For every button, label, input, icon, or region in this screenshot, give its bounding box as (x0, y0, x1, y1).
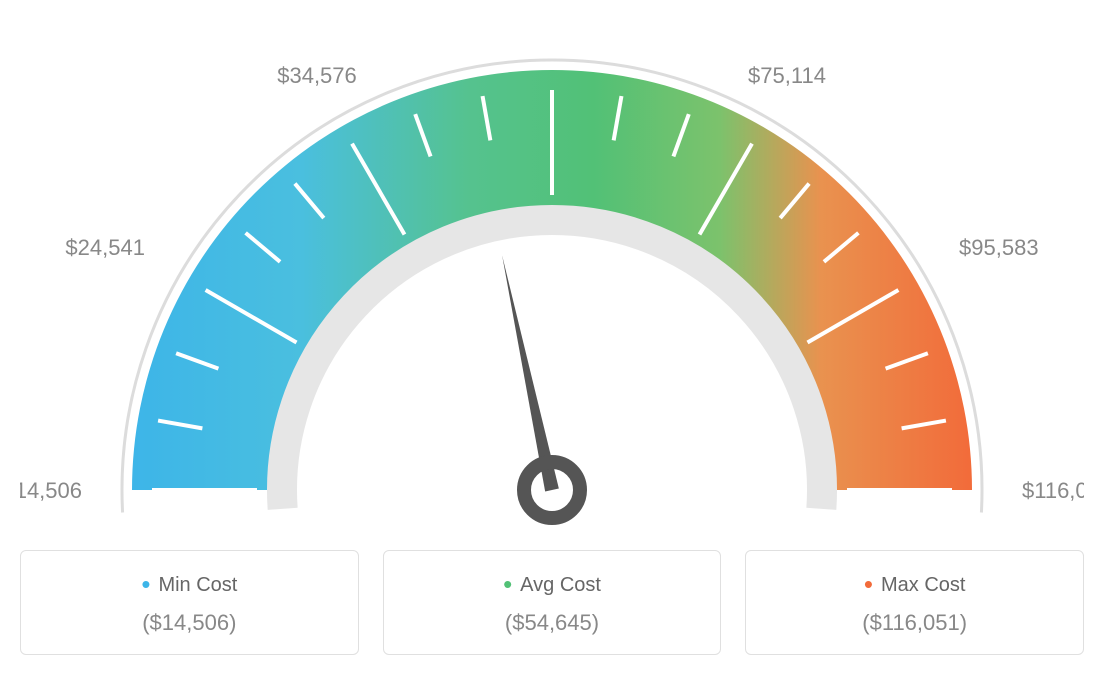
svg-text:$95,583: $95,583 (959, 235, 1039, 260)
legend-min-label: Min Cost (31, 569, 348, 600)
svg-text:$34,576: $34,576 (277, 63, 357, 88)
gauge-svg: $14,506 $24,541 $34,576 $54,645 $75,114 $95,5… (20, 20, 1084, 550)
legend-avg: Avg Cost ($54,645) (383, 550, 722, 655)
legend-avg-value: ($54,645) (394, 610, 711, 636)
legend-min-value: ($14,506) (31, 610, 348, 636)
cost-gauge: $14,506 $24,541 $34,576 $54,645 $75,114 $95,5… (20, 20, 1084, 550)
svg-text:$14,506: $14,506 (20, 478, 82, 503)
legend-max-label: Max Cost (756, 569, 1073, 600)
legend-avg-label: Avg Cost (394, 569, 711, 600)
legend-max-value: ($116,051) (756, 610, 1073, 636)
svg-text:$116,051: $116,051 (1022, 478, 1084, 503)
svg-text:$24,541: $24,541 (65, 235, 145, 260)
legend-min: Min Cost ($14,506) (20, 550, 359, 655)
svg-text:$75,114: $75,114 (748, 63, 826, 88)
svg-text:$54,645: $54,645 (512, 20, 592, 21)
legend-row: Min Cost ($14,506) Avg Cost ($54,645) Ma… (20, 550, 1084, 655)
legend-max: Max Cost ($116,051) (745, 550, 1084, 655)
